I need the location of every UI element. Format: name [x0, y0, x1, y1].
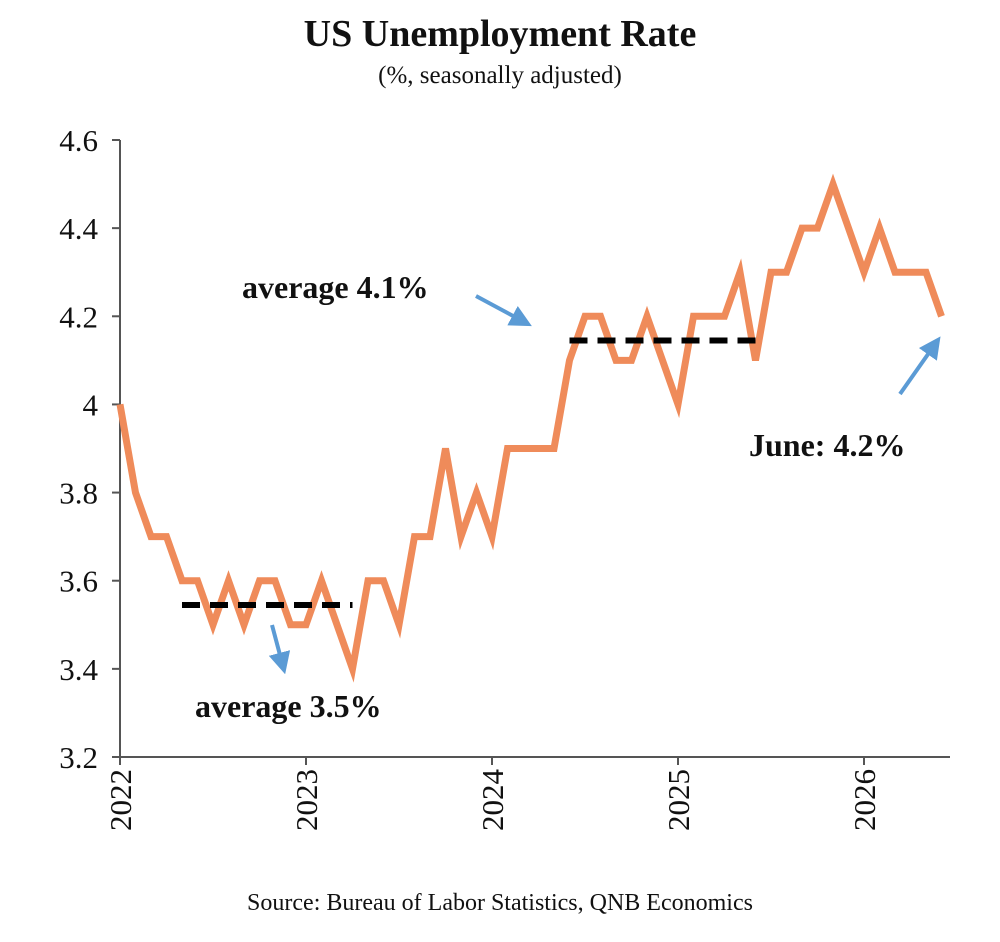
annotation-average-3-5: average 3.5%	[195, 688, 382, 724]
arrow-average-3-5	[268, 624, 291, 675]
chart-title: US Unemployment Rate	[303, 13, 697, 55]
x-tick-label: 2022	[103, 769, 138, 831]
chart-subtitle: (%, seasonally adjusted)	[378, 62, 622, 89]
x-tick-label: 2023	[289, 769, 324, 831]
y-tick-label: 3.8	[59, 476, 98, 511]
y-tick-label: 3.4	[59, 652, 98, 687]
y-tick-label: 4.2	[59, 299, 98, 334]
arrow-average-4-1	[475, 294, 532, 327]
annotation-june: June: 4.2%	[749, 427, 905, 463]
x-tick-label: 2025	[661, 769, 696, 831]
annotation-average-4-1: average 4.1%	[242, 269, 429, 305]
unemployment-series-line	[116, 173, 945, 683]
source-note: Source: Bureau of Labor Statistics, QNB …	[247, 890, 753, 916]
y-tick-label: 4.4	[59, 211, 98, 246]
y-tick-label: 3.6	[59, 564, 98, 599]
arrow-june	[898, 336, 941, 396]
y-tick-label: 3.2	[59, 740, 98, 775]
x-tick-label: 2024	[475, 769, 510, 832]
y-tick-label: 4.6	[59, 123, 98, 158]
x-tick-label: 2026	[847, 769, 882, 831]
y-tick-label: 4	[83, 387, 99, 422]
